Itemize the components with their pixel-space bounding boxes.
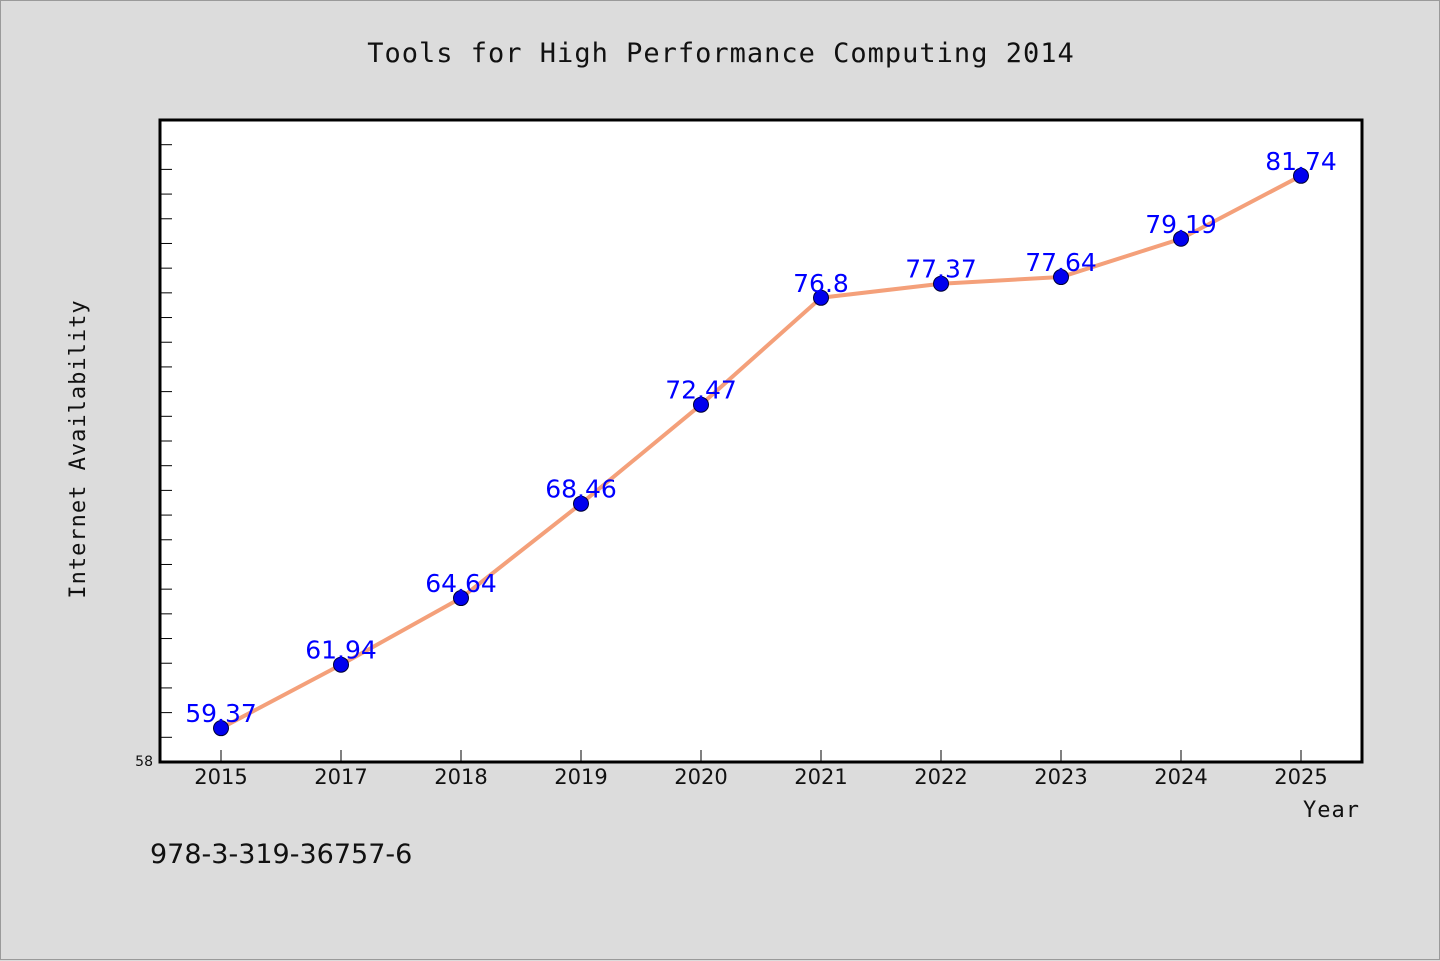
x-tick-label: 2015 <box>194 765 247 789</box>
x-tick-label: 2019 <box>554 765 607 789</box>
data-label: 68.46 <box>545 475 617 504</box>
data-label: 79.19 <box>1145 210 1217 239</box>
x-tick-label: 2017 <box>314 765 367 789</box>
x-tick-label: 2018 <box>434 765 487 789</box>
x-axis-ticks: 2015 2017 2018 2019 2020 2021 2022 2023 2024 2025 <box>194 750 1328 789</box>
series-line <box>219 173 1303 731</box>
x-tick-label: 2021 <box>794 765 847 789</box>
data-point <box>1293 167 1309 184</box>
data-point <box>813 289 829 306</box>
data-label: 76.8 <box>793 269 849 298</box>
data-label: 64.64 <box>425 569 497 598</box>
data-label: 77.37 <box>905 255 977 284</box>
data-label: 77.64 <box>1025 248 1097 277</box>
data-point <box>1173 230 1189 247</box>
x-tick-label: 2020 <box>674 765 727 789</box>
data-point <box>1053 269 1069 286</box>
data-point <box>213 720 229 737</box>
footer-isbn: 978-3-319-36757-6 <box>150 839 412 870</box>
data-point <box>333 656 349 673</box>
y-tick-label: 58 <box>135 754 153 770</box>
data-point <box>453 590 469 607</box>
data-label: 72.47 <box>665 376 737 405</box>
x-axis-label: Year <box>1303 798 1360 823</box>
data-point <box>933 275 949 292</box>
x-tick-label: 2023 <box>1034 765 1087 789</box>
data-point <box>693 396 709 413</box>
data-label: 59.37 <box>185 699 257 728</box>
x-tick-label: 2024 <box>1154 765 1207 789</box>
x-tick-label: 2022 <box>914 765 967 789</box>
data-point <box>573 495 589 512</box>
x-tick-label: 2025 <box>1274 765 1327 789</box>
y-axis-label: Internet Availability <box>66 299 91 598</box>
data-label: 61.94 <box>305 636 377 665</box>
data-label: 81.74 <box>1265 147 1337 176</box>
y-axis-ticks <box>159 144 172 763</box>
series-group: 59.37 61.94 64.64 68.46 72.47 76.8 77.37 77.64 7… <box>185 147 1337 737</box>
chart-title: Tools for High Performance Computing 201… <box>367 38 1074 69</box>
